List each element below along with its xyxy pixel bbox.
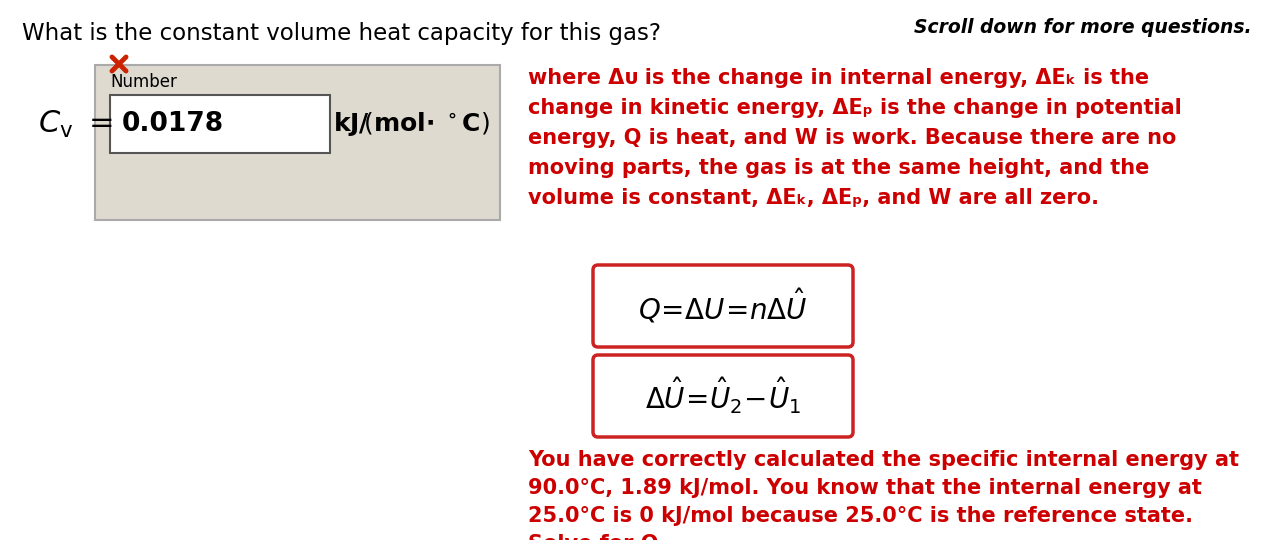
Text: Scroll down for more questions.: Scroll down for more questions.: [915, 18, 1252, 37]
Text: Solve for Q.: Solve for Q.: [527, 534, 666, 540]
Text: energy, Q is heat, and W is work. Because there are no: energy, Q is heat, and W is work. Becaus…: [527, 128, 1176, 148]
FancyBboxPatch shape: [110, 95, 330, 153]
Text: What is the constant volume heat capacity for this gas?: What is the constant volume heat capacit…: [22, 22, 661, 45]
Text: $\mathbf{kJ/\!\left(mol{\cdot}\ ^\circ C\right)}$: $\mathbf{kJ/\!\left(mol{\cdot}\ ^\circ C…: [333, 110, 489, 138]
Text: 0.0178: 0.0178: [122, 111, 224, 137]
Text: You have correctly calculated the specific internal energy at: You have correctly calculated the specif…: [527, 450, 1240, 470]
Text: $Q\!=\!\Delta U\!=\!n\Delta\hat{U}$: $Q\!=\!\Delta U\!=\!n\Delta\hat{U}$: [638, 287, 808, 326]
Text: where Δᴜ is the change in internal energy, ΔEₖ is the: where Δᴜ is the change in internal energ…: [527, 68, 1149, 88]
FancyBboxPatch shape: [592, 265, 854, 347]
Text: 90.0°C, 1.89 kJ/mol. You know that the internal energy at: 90.0°C, 1.89 kJ/mol. You know that the i…: [527, 478, 1201, 498]
Text: change in kinetic energy, ΔEₚ is the change in potential: change in kinetic energy, ΔEₚ is the cha…: [527, 98, 1182, 118]
Text: $\mathit{C}_{\mathrm{v}}\ =$: $\mathit{C}_{\mathrm{v}}\ =$: [38, 109, 113, 139]
FancyBboxPatch shape: [96, 65, 499, 220]
FancyBboxPatch shape: [592, 355, 854, 437]
Text: 25.0°C is 0 kJ/mol because 25.0°C is the reference state.: 25.0°C is 0 kJ/mol because 25.0°C is the…: [527, 506, 1192, 526]
Text: volume is constant, ΔEₖ, ΔEₚ, and W are all zero.: volume is constant, ΔEₖ, ΔEₚ, and W are …: [527, 188, 1099, 208]
Text: $\Delta\hat{U}\!=\!\hat{U}_2\!-\!\hat{U}_1$: $\Delta\hat{U}\!=\!\hat{U}_2\!-\!\hat{U}…: [645, 376, 801, 416]
Text: moving parts, the gas is at the same height, and the: moving parts, the gas is at the same hei…: [527, 158, 1149, 178]
Text: Number: Number: [110, 73, 177, 91]
